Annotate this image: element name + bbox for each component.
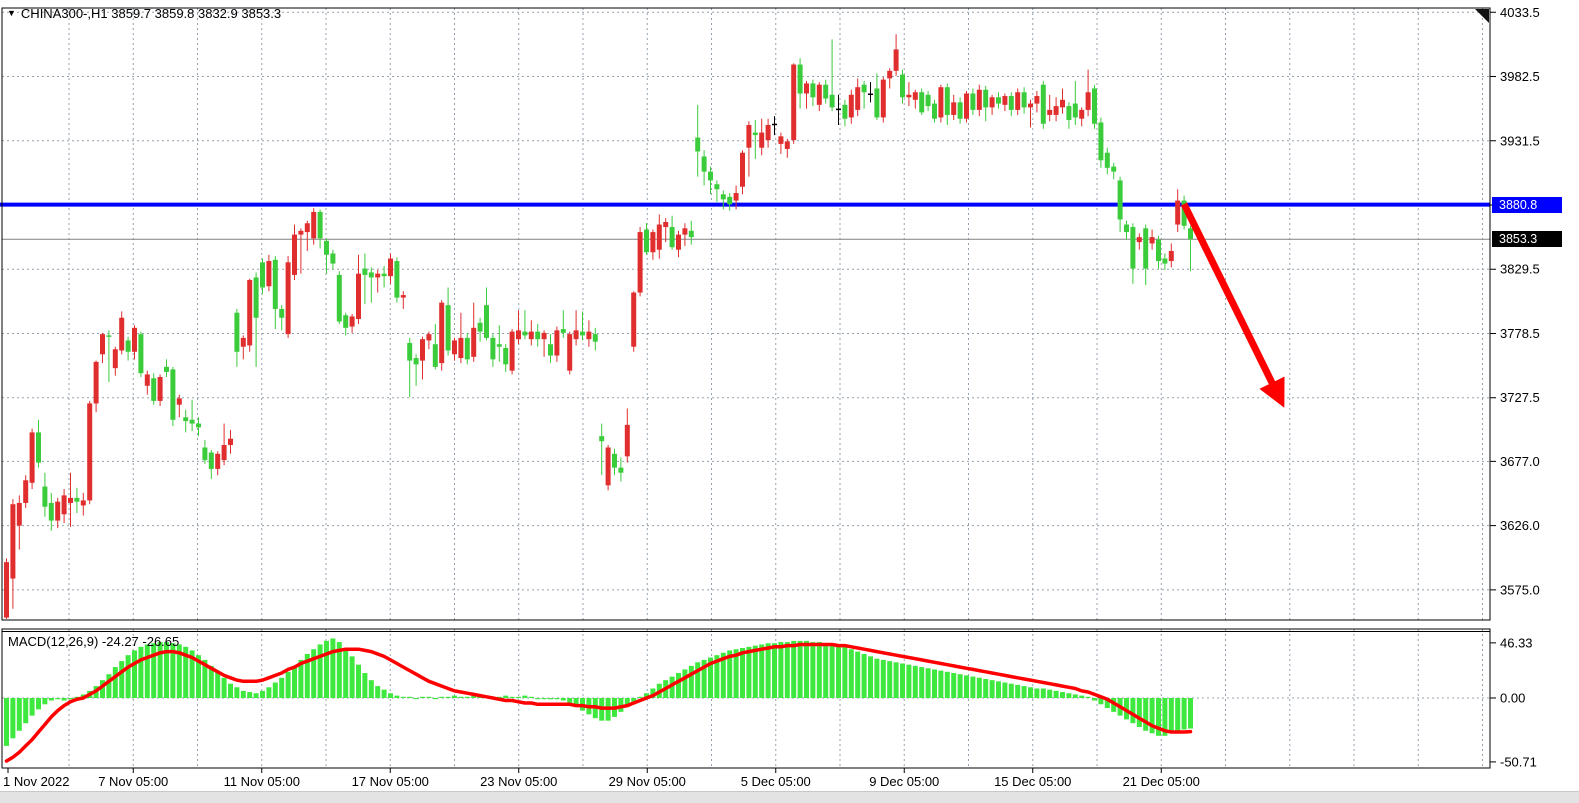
macd-signal-line bbox=[4, 642, 1193, 763]
symbol-down-triangle-icon: ▼ bbox=[7, 8, 16, 18]
time-axis-label: 29 Nov 05:00 bbox=[609, 774, 686, 789]
price-axis-label: 3982.5 bbox=[1500, 69, 1540, 84]
grid-lines bbox=[2, 8, 1490, 768]
price-axis-label: 3778.5 bbox=[1500, 326, 1540, 341]
time-axis-label: 21 Dec 05:00 bbox=[1123, 774, 1200, 789]
time-axis-label: 15 Dec 05:00 bbox=[994, 774, 1071, 789]
time-axis-label: 17 Nov 05:00 bbox=[352, 774, 429, 789]
macd-axis-label: 46.33 bbox=[1500, 635, 1533, 650]
last-price-tag: 3853.3 bbox=[1492, 231, 1562, 247]
symbol-period-label: CHINA300-,H1 bbox=[20, 6, 108, 21]
candlesticks bbox=[4, 34, 1193, 619]
price-axis-label: 3626.0 bbox=[1500, 518, 1540, 533]
macd-indicator-label: MACD(12,26,9) -24.27 -26.65 bbox=[8, 634, 180, 649]
price-axis-label: 3575.0 bbox=[1500, 582, 1540, 597]
bottom-scroll-strip[interactable] bbox=[0, 791, 1579, 803]
time-axis-label: 7 Nov 05:00 bbox=[98, 774, 168, 789]
price-axis-label: 4033.5 bbox=[1500, 5, 1540, 20]
time-axis-label: 11 Nov 05:00 bbox=[224, 774, 300, 789]
price-axis-label: 3677.0 bbox=[1500, 454, 1540, 469]
price-axis-label: 3931.5 bbox=[1500, 133, 1540, 148]
time-axis-label: 9 Dec 05:00 bbox=[869, 774, 939, 789]
panel-borders bbox=[1, 7, 1491, 769]
time-axis-label: 23 Nov 05:00 bbox=[480, 774, 557, 789]
macd-axis-label: 0.00 bbox=[1500, 691, 1525, 706]
time-axis-label: 5 Dec 05:00 bbox=[741, 774, 811, 789]
price-axis-label: 3727.5 bbox=[1500, 390, 1540, 405]
price-axis-label: 3829.5 bbox=[1500, 262, 1540, 277]
chart-shift-marker-icon bbox=[1475, 9, 1489, 23]
time-axis[interactable]: 1 Nov 2022 7 Nov 05:00 11 Nov 05:00 17 Nov … bbox=[3, 768, 1200, 789]
trend-arrow-annotation[interactable] bbox=[1180, 202, 1285, 408]
time-axis-label: 1 Nov 2022 bbox=[3, 774, 70, 789]
resistance-price-tag: 3880.8 bbox=[1492, 197, 1562, 213]
ohlc-values: 3859.7 3859.8 3832.9 3853.3 bbox=[111, 6, 282, 21]
chart-title: ▼ CHINA300-,H1 3859.7 3859.8 3832.9 3853.… bbox=[7, 6, 281, 21]
macd-axis-label: -50.71 bbox=[1500, 754, 1537, 769]
price-axis[interactable]: 4033.5 3982.5 3931.5 3829.5 3778.5 3727.5 3677… bbox=[1490, 5, 1540, 770]
